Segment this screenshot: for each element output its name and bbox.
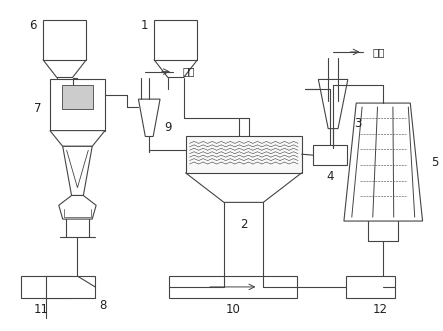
Text: 6: 6 bbox=[30, 19, 37, 32]
Polygon shape bbox=[63, 146, 92, 196]
Text: 5: 5 bbox=[431, 156, 438, 168]
Bar bbox=[169, 276, 297, 298]
Text: 1: 1 bbox=[140, 19, 148, 32]
Text: 大气: 大气 bbox=[183, 67, 195, 76]
Polygon shape bbox=[50, 131, 105, 146]
Text: 12: 12 bbox=[373, 303, 388, 316]
Bar bbox=[186, 135, 302, 173]
Bar bbox=[21, 276, 70, 298]
Bar bbox=[50, 79, 105, 131]
Text: 2: 2 bbox=[240, 217, 247, 230]
Polygon shape bbox=[59, 196, 96, 219]
Bar bbox=[43, 21, 86, 60]
Text: 8: 8 bbox=[99, 299, 107, 312]
Polygon shape bbox=[344, 103, 423, 221]
Text: 大气: 大气 bbox=[373, 47, 385, 57]
Polygon shape bbox=[138, 99, 160, 136]
Text: 7: 7 bbox=[35, 103, 42, 116]
Bar bbox=[154, 21, 198, 60]
Text: 3: 3 bbox=[354, 117, 361, 130]
Bar bbox=[314, 145, 347, 165]
Text: 10: 10 bbox=[225, 303, 240, 316]
Bar bbox=[62, 85, 93, 109]
Text: 11: 11 bbox=[34, 303, 49, 316]
Text: 4: 4 bbox=[326, 170, 334, 183]
Polygon shape bbox=[319, 79, 348, 129]
Bar bbox=[46, 276, 95, 298]
Bar bbox=[346, 276, 395, 298]
Text: 9: 9 bbox=[164, 121, 172, 134]
